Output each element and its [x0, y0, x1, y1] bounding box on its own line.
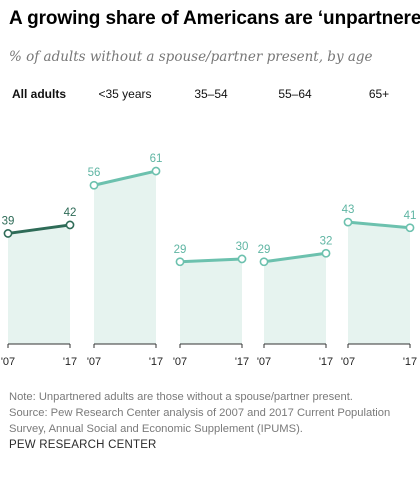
- area-fill: [180, 258, 242, 344]
- data-point: [151, 166, 161, 176]
- x-tick-label: '07: [173, 356, 187, 368]
- data-label: 43: [342, 204, 355, 216]
- data-label: 30: [236, 241, 249, 253]
- area-fill: [264, 253, 326, 344]
- area-fill: [94, 171, 156, 344]
- data-label: 32: [320, 235, 333, 247]
- chart-note: Note: Unpartnered adults are those witho…: [9, 389, 414, 437]
- data-label: 56: [88, 167, 101, 179]
- panel-label: 55–64: [278, 87, 312, 101]
- x-tick-label: '17: [235, 356, 249, 368]
- panel-label: 35–54: [194, 87, 228, 101]
- x-tick-label: '07: [87, 356, 101, 368]
- area-fill: [348, 222, 410, 344]
- series-line: [6, 223, 72, 235]
- data-label: 29: [258, 244, 271, 256]
- small-multiples-chart: All adults 39 42 '07 '17 <35 years 56 61 '07 '17 3…: [1, 87, 417, 368]
- series-line: [262, 251, 328, 264]
- x-tick-label: '17: [403, 356, 417, 368]
- series-line: [92, 169, 158, 187]
- source-line: Survey, Annual Social and Economic Suppl…: [9, 423, 303, 435]
- data-point: [175, 257, 185, 267]
- series-line: [178, 257, 244, 264]
- x-tick-label: '17: [149, 356, 163, 368]
- data-point: [343, 217, 353, 227]
- x-tick-label: '07: [341, 356, 355, 368]
- x-tick-label: '17: [63, 356, 77, 368]
- data-point: [405, 223, 415, 233]
- data-point: [3, 229, 13, 238]
- panel-label: <35 years: [98, 87, 151, 101]
- data-point: [321, 248, 331, 258]
- data-label: 39: [2, 215, 15, 227]
- data-point: [89, 180, 99, 190]
- data-point: [65, 220, 75, 230]
- note-line: Note: Unpartnered adults are those witho…: [9, 391, 353, 403]
- data-label: 29: [174, 244, 187, 256]
- data-label: 61: [150, 153, 163, 165]
- data-label: 42: [64, 207, 77, 219]
- data-point: [259, 257, 269, 267]
- panel-label: All adults: [12, 87, 66, 101]
- data-point: [237, 254, 247, 264]
- x-tick-label: '07: [1, 356, 15, 368]
- x-tick-label: '07: [257, 356, 271, 368]
- x-tick-label: '17: [319, 356, 333, 368]
- panel-label: 65+: [369, 87, 389, 101]
- source-organization: PEW RESEARCH CENTER: [9, 439, 157, 451]
- chart-title: A growing share of Americans are ‘unpart…: [9, 8, 420, 29]
- data-label: 41: [404, 210, 417, 222]
- area-fill: [8, 224, 70, 344]
- source-line: Source: Pew Research Center analysis of …: [9, 407, 391, 419]
- chart-subtitle: % of adults without a spouse/partner pre…: [9, 49, 373, 65]
- series-line: [346, 220, 412, 230]
